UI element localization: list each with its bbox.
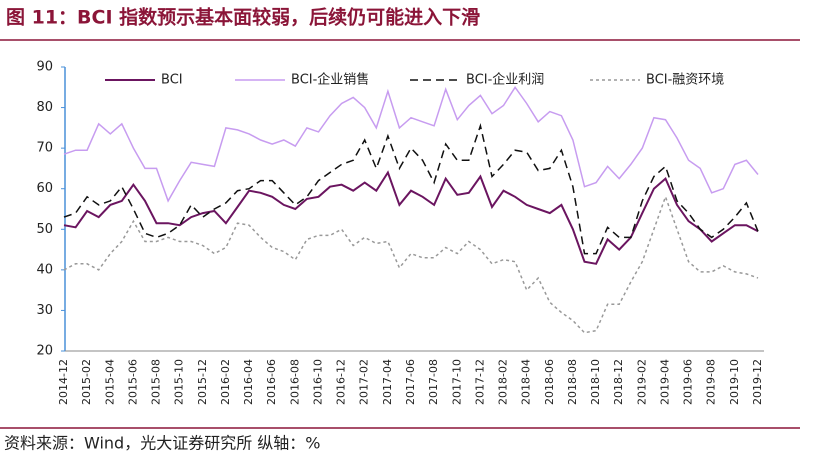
x-tick-label: 2018-04: [520, 359, 533, 405]
y-tick-label: 70: [36, 141, 53, 156]
x-tick-label: 2017-08: [427, 359, 440, 405]
y-tick-label: 20: [36, 344, 53, 359]
x-tick-label: 2017-06: [404, 359, 417, 405]
x-tick-label: 2014-12: [57, 359, 70, 405]
x-tick-label: 2018-02: [497, 359, 510, 405]
chart-title: 图 11：BCI 指数预示基本面较弱，后续仍可能进入下滑: [6, 6, 480, 29]
x-tick-label: 2015-12: [196, 359, 209, 405]
x-tick-label: 2015-02: [80, 359, 93, 405]
legend-label: BCI-企业利润: [466, 72, 544, 88]
x-tick-label: 2015-06: [126, 359, 139, 405]
series-line: [63, 170, 759, 265]
y-tick-label: 40: [36, 262, 53, 277]
legend-label: BCI-融资环境: [646, 73, 724, 88]
x-tick-label: 2017-10: [450, 359, 463, 405]
x-tick-label: 2018-12: [612, 359, 625, 405]
x-tick-label: 2017-02: [358, 359, 371, 405]
x-tick-label: 2019-06: [682, 359, 695, 405]
x-tick-label: 2016-02: [219, 359, 232, 405]
y-tick-label: 90: [36, 60, 53, 75]
x-tick-label: 2015-08: [150, 359, 163, 405]
series-line: [63, 194, 759, 334]
series-line: [63, 85, 759, 203]
x-tick-label: 2016-10: [311, 359, 324, 405]
legend-label: BCI-企业销售: [291, 72, 369, 88]
x-tick-label: 2015-10: [173, 359, 186, 405]
x-tick-label: 2016-06: [265, 359, 278, 405]
x-tick-label: 2015-04: [103, 359, 116, 405]
x-tick-label: 2019-12: [751, 359, 764, 405]
x-tick-label: 2017-12: [473, 359, 486, 405]
x-tick-label: 2019-02: [635, 359, 648, 405]
y-tick-label: 50: [36, 222, 53, 237]
x-tick-label: 2016-12: [335, 359, 348, 405]
source-note: 资料来源：Wind，光大证券研究所 纵轴：%: [4, 434, 321, 453]
x-tick-label: 2016-04: [242, 359, 255, 405]
y-tick-label: 30: [36, 303, 53, 318]
x-tick-label: 2016-08: [288, 359, 301, 405]
y-tick-label: 60: [36, 181, 53, 196]
y-tick-label: 80: [36, 100, 53, 115]
x-tick-label: 2017-04: [381, 359, 394, 405]
x-tick-label: 2018-08: [566, 359, 579, 405]
x-tick-label: 2018-10: [589, 359, 602, 405]
x-tick-label: 2018-06: [543, 359, 556, 405]
series-line: [63, 123, 759, 255]
x-tick-label: 2019-10: [728, 359, 741, 405]
legend-label: BCI: [161, 73, 183, 88]
x-tick-label: 2019-08: [705, 359, 718, 405]
x-tick-label: 2019-04: [658, 359, 671, 405]
